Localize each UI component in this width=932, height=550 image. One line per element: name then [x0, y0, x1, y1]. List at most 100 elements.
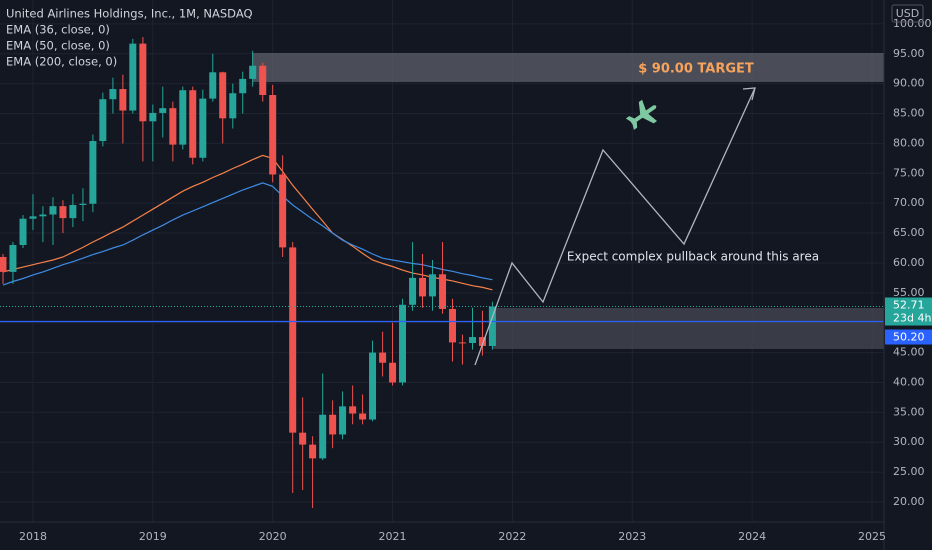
- candle-body: [19, 218, 27, 246]
- candle-body: [89, 141, 97, 204]
- countdown-label: 23d 4h: [893, 312, 931, 325]
- candle-body: [439, 274, 447, 309]
- candle-body: [488, 306, 496, 347]
- projection-arrowhead: [742, 87, 756, 101]
- axes: 20.0025.0030.0035.0040.0045.0050.0055.00…: [19, 17, 932, 543]
- airplane-icon: [625, 99, 658, 130]
- candle-body: [109, 89, 117, 100]
- y-tick-label: 30.00: [893, 435, 925, 448]
- candle-body: [339, 406, 347, 435]
- candle-body: [419, 277, 427, 297]
- candle-body: [79, 203, 87, 205]
- x-tick-label: 2024: [738, 530, 766, 543]
- pullback-note: Expect complex pullback around this area: [567, 250, 819, 264]
- last-price-label: 52.71: [893, 299, 925, 312]
- candle-body: [199, 98, 207, 158]
- candle-body: [458, 342, 466, 344]
- candle-body: [209, 72, 217, 99]
- candle-body: [149, 112, 157, 122]
- y-tick-label: 70.00: [893, 196, 925, 209]
- y-tick-label: 65.00: [893, 226, 925, 239]
- candle-body: [169, 108, 177, 145]
- pullback-zone: [493, 308, 884, 349]
- candle-body: [279, 174, 287, 248]
- candle-body: [39, 214, 47, 217]
- candle-body: [289, 247, 297, 433]
- candle-body: [269, 95, 277, 175]
- candle-body: [399, 304, 407, 383]
- y-tick-label: 35.00: [893, 405, 925, 418]
- candle-body: [129, 43, 137, 111]
- grid: [0, 0, 884, 522]
- y-tick-label: 90.00: [893, 77, 925, 90]
- candle-body: [119, 89, 127, 111]
- x-tick-label: 2023: [618, 530, 646, 543]
- y-tick-label: 25.00: [893, 465, 925, 478]
- currency-label: USD: [896, 7, 920, 20]
- ema-line: [2, 154, 493, 291]
- target-zone: [252, 53, 884, 82]
- candle-body: [239, 78, 247, 94]
- candle-body: [359, 413, 367, 420]
- x-tick-label: 2021: [379, 530, 407, 543]
- candle-body: [428, 274, 436, 297]
- candle-body: [29, 216, 37, 219]
- level-badge: [885, 329, 932, 345]
- candle-body: [159, 108, 167, 113]
- legend-entry: EMA (50, close, 0): [6, 39, 110, 53]
- x-tick-label: 2020: [259, 530, 287, 543]
- chart-title: United Airlines Holdings, Inc., 1M, NASD…: [6, 7, 253, 21]
- candle-body: [379, 352, 387, 363]
- candle-body: [349, 406, 357, 414]
- candle-body: [49, 206, 57, 215]
- candle-body: [69, 204, 77, 219]
- candle-body: [179, 90, 187, 145]
- y-tick-label: 55.00: [893, 286, 925, 299]
- y-tick-label: 80.00: [893, 136, 925, 149]
- ema-line: [2, 182, 493, 286]
- currency-box: [891, 4, 924, 23]
- candle-body: [309, 444, 317, 459]
- candle-body: [409, 277, 417, 305]
- x-tick-label: 2018: [19, 530, 47, 543]
- candle-body: [329, 414, 337, 435]
- candle-body: [59, 206, 67, 219]
- level-label: 50.20: [893, 331, 925, 344]
- y-tick-label: 85.00: [893, 107, 925, 120]
- target-label: $ 90.00 TARGET: [638, 62, 754, 77]
- candle-body: [189, 90, 197, 158]
- last-price-badge: [885, 297, 932, 326]
- x-tick-label: 2019: [139, 530, 167, 543]
- legend-entry: EMA (36, close, 0): [6, 23, 110, 37]
- candle-body: [99, 99, 107, 142]
- candle-body: [139, 43, 147, 122]
- candle-body: [229, 93, 237, 119]
- y-tick-label: 95.00: [893, 47, 925, 60]
- candle-body: [319, 414, 327, 459]
- y-tick-label: 75.00: [893, 166, 925, 179]
- candle-body: [299, 432, 307, 445]
- candle-body: [0, 256, 7, 272]
- candle-body: [9, 245, 17, 272]
- time-scale: [0, 522, 884, 550]
- y-tick-label: 20.00: [893, 495, 925, 508]
- y-tick-label: 45.00: [893, 346, 925, 359]
- candle-body: [478, 337, 486, 347]
- candle-body: [249, 65, 257, 79]
- y-tick-label: 60.00: [893, 256, 925, 269]
- plot-area: [0, 37, 884, 508]
- candle-body: [259, 65, 267, 96]
- price-scale: [884, 0, 932, 550]
- y-tick-label: 40.00: [893, 375, 925, 388]
- x-tick-label: 2022: [498, 530, 526, 543]
- legend-entry: EMA (200, close, 0): [6, 55, 117, 69]
- candle-body: [448, 308, 456, 343]
- candle-body: [469, 337, 477, 344]
- y-tick-label: 100.00: [893, 17, 932, 30]
- candle-body: [219, 72, 227, 119]
- projection-path: [474, 87, 756, 366]
- candle-body: [389, 362, 397, 383]
- x-tick-label: 2025: [858, 530, 886, 543]
